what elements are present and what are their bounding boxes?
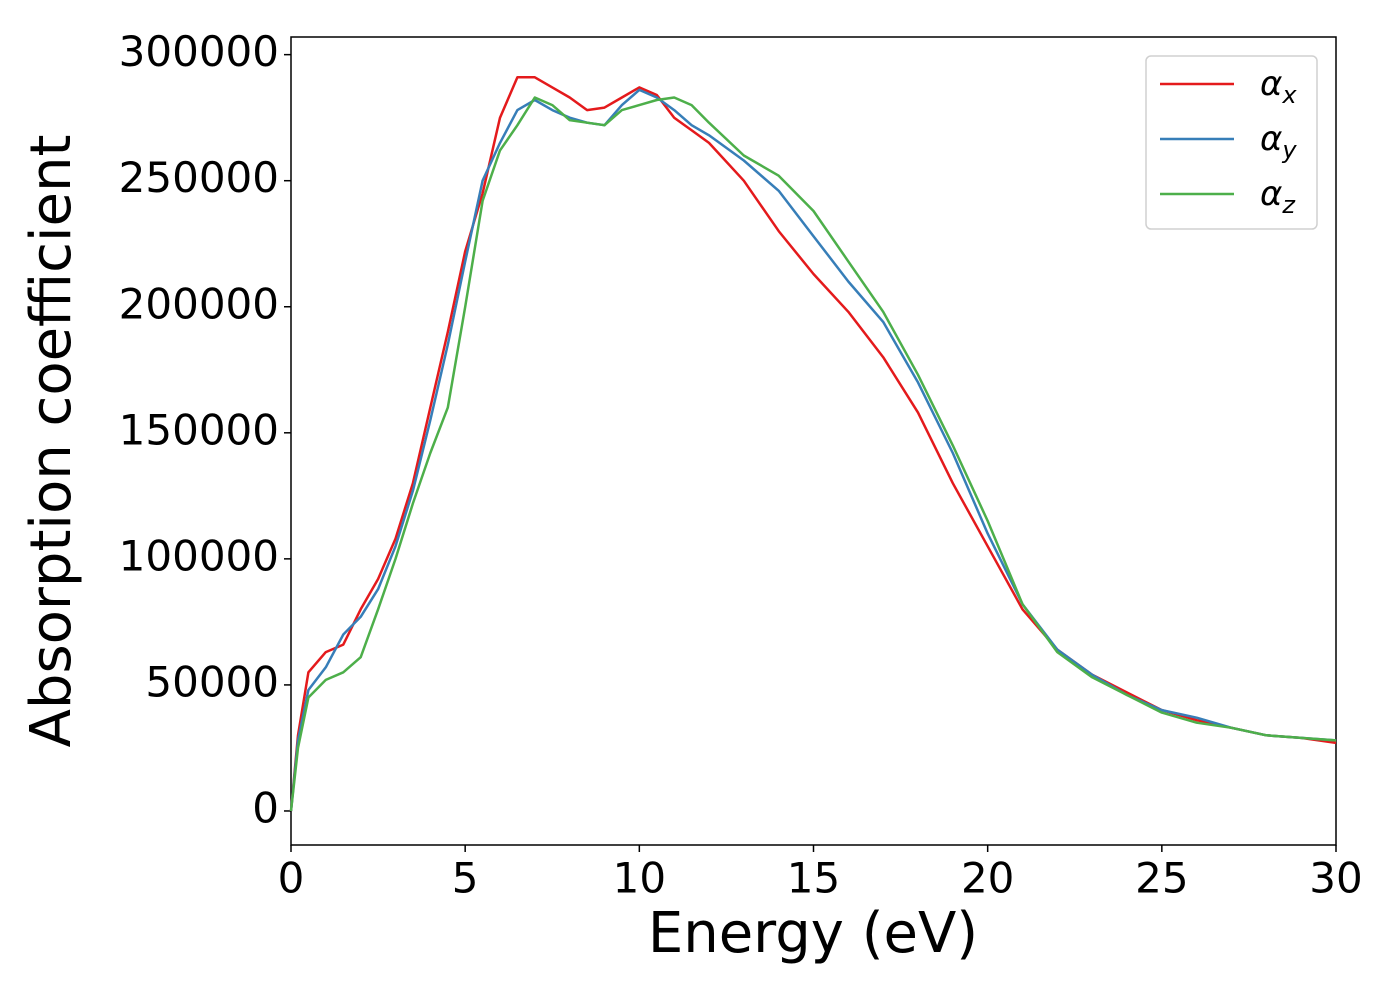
data-line	[289, 88, 1337, 812]
x-tick-label: 10	[613, 854, 666, 903]
x-tick-label: 25	[1135, 854, 1188, 903]
data-line	[289, 96, 1337, 812]
y-tick-label: 300000	[119, 27, 279, 76]
legend-box	[1145, 55, 1318, 230]
x-tick-label: 20	[961, 854, 1014, 903]
y-tick-label: 150000	[119, 405, 279, 454]
x-tick-label: 15	[787, 854, 840, 903]
legend-label: αz	[1260, 174, 1296, 219]
x-tick-label: 5	[452, 854, 479, 903]
y-axis-label: Absorption coefficient	[19, 135, 84, 748]
y-tick-label: 50000	[145, 657, 279, 706]
x-tick-label: 30	[1309, 854, 1362, 903]
x-tick-label: 0	[278, 854, 305, 903]
x-axis-label: Energy (eV)	[648, 901, 978, 966]
y-tick-label: 250000	[119, 153, 279, 202]
legend-label: αy	[1260, 119, 1297, 164]
y-tick-label: 200000	[119, 279, 279, 328]
y-tick-label: 100000	[119, 531, 279, 580]
y-tick-label: 0	[252, 783, 279, 832]
legend-label: αx	[1260, 64, 1297, 109]
